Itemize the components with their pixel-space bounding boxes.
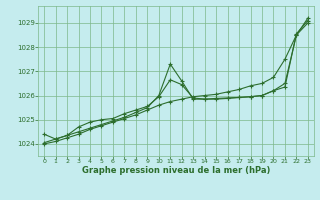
X-axis label: Graphe pression niveau de la mer (hPa): Graphe pression niveau de la mer (hPa) bbox=[82, 166, 270, 175]
